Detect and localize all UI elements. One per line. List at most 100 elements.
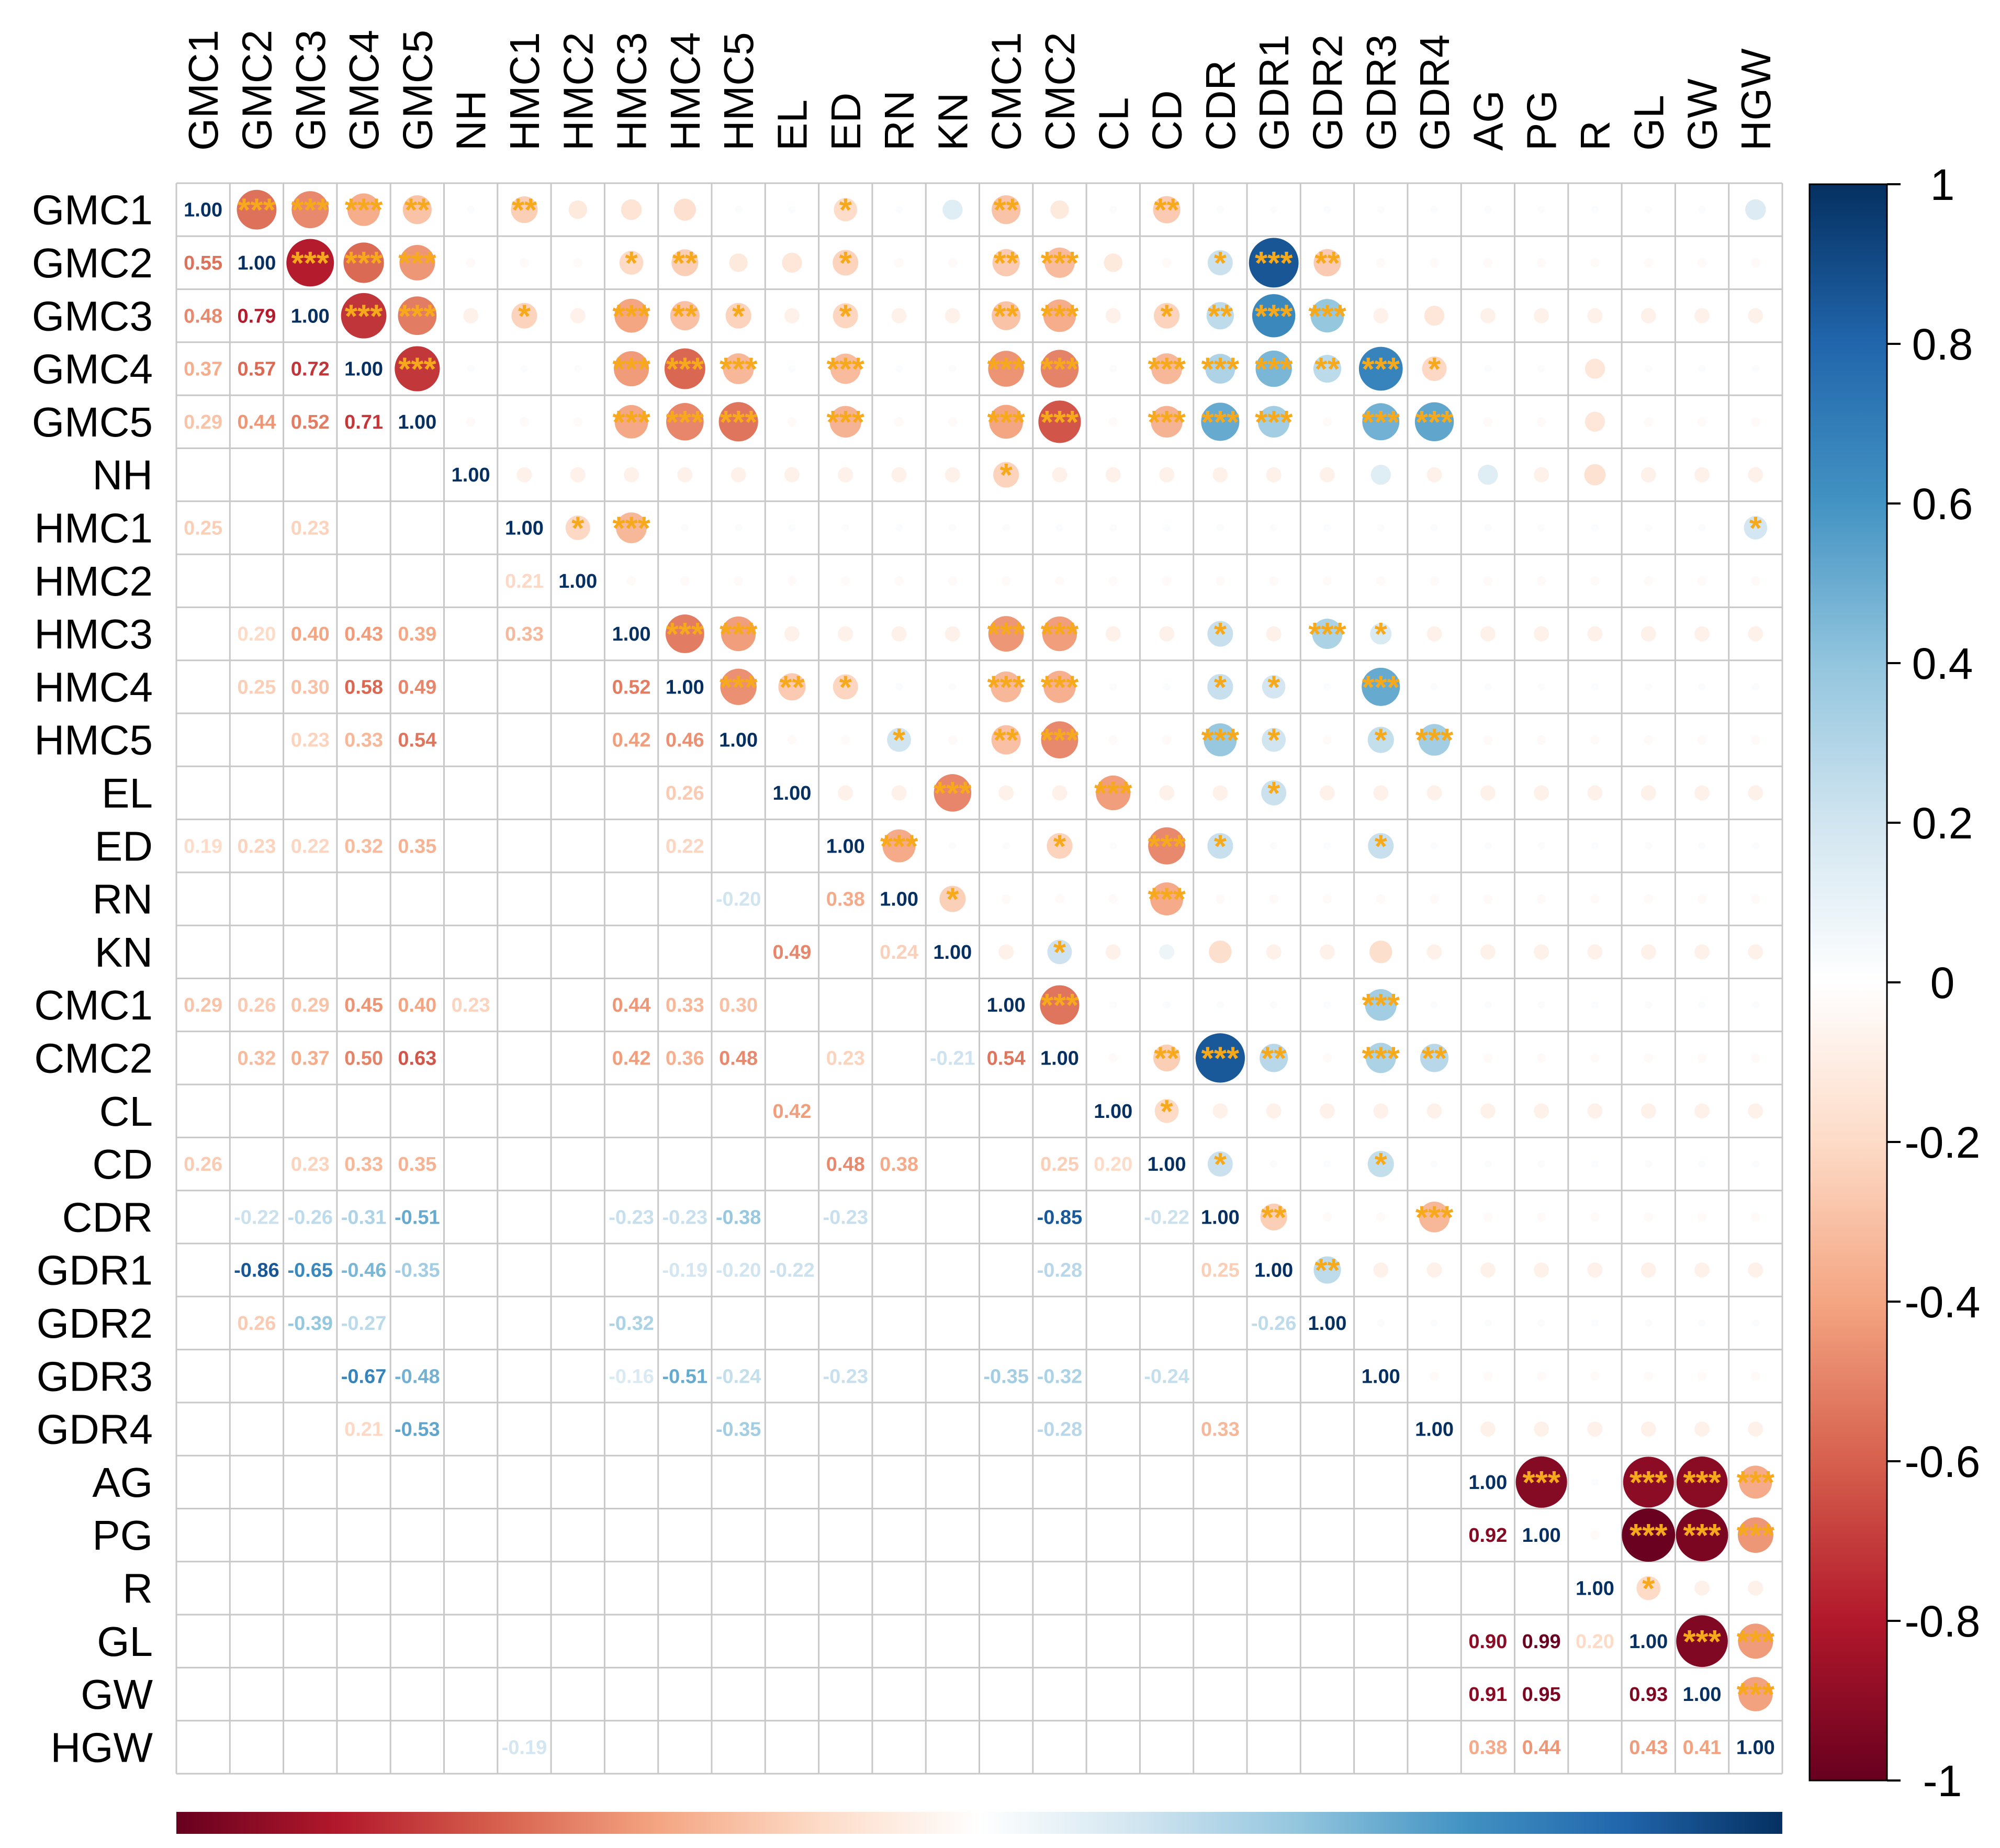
correlation-value: 0.45: [344, 994, 383, 1016]
significance-stars: ***: [398, 298, 436, 334]
row-label: HMC2: [34, 558, 153, 604]
correlation-value: 0.29: [291, 994, 330, 1016]
column-label: GMC2: [233, 30, 280, 151]
significance-stars: *: [1749, 510, 1762, 546]
correlation-circle: [1750, 894, 1760, 904]
correlation-circle: [1641, 467, 1656, 483]
correlation-circle: [1534, 1262, 1549, 1278]
correlation-circle: [1698, 842, 1706, 850]
correlation-circle: [1590, 1371, 1600, 1381]
correlation-value: 0.20: [1094, 1153, 1132, 1175]
significance-stars: ***: [1148, 882, 1186, 918]
correlation-circle: [1055, 576, 1064, 586]
correlation-circle: [1052, 785, 1068, 801]
correlation-circle: [1426, 944, 1442, 960]
significance-stars: *: [1214, 245, 1227, 282]
correlation-circle: [1587, 308, 1603, 323]
color-legend: 1 0.8 0.6 0.4 0.2 0 -0.2 -0.4 -0.6 -0.8 -1: [1808, 160, 1980, 1806]
correlation-circle: [1536, 258, 1546, 267]
correlation-value: -0.32: [1037, 1365, 1083, 1387]
correlation-circle: [568, 200, 587, 219]
correlation-circle: [992, 301, 1021, 330]
correlation-circle: [1109, 206, 1117, 214]
correlation-circle: [624, 467, 639, 483]
correlation-circle: [1587, 1421, 1603, 1437]
correlation-circle: [891, 785, 907, 801]
significance-stars: *: [625, 245, 638, 282]
correlation-circle: [1483, 258, 1493, 267]
correlation-circle: [1536, 894, 1546, 904]
correlation-circle: [1751, 683, 1760, 691]
correlation-circle: [1645, 365, 1653, 373]
diagonal-label: 1.00: [344, 359, 383, 380]
correlation-value: 0.25: [1040, 1153, 1079, 1175]
correlation-circle: [1484, 1160, 1492, 1168]
correlation-circle: [1484, 524, 1492, 532]
correlation-circle: [1737, 1517, 1773, 1553]
significance-stars: *: [893, 723, 906, 759]
correlation-circle: [1748, 467, 1763, 483]
correlation-circle: [1377, 524, 1385, 532]
correlation-circle: [1373, 1103, 1389, 1119]
correlation-circle: [1370, 623, 1392, 645]
correlation-circle: [1698, 365, 1706, 373]
correlation-value: 0.25: [237, 676, 276, 698]
significance-stars: ***: [1737, 1624, 1775, 1660]
correlation-circle: [1367, 1150, 1394, 1178]
diagonal-label: 1.00: [612, 623, 651, 645]
correlation-circle: [511, 303, 537, 329]
correlation-circle: [1641, 308, 1656, 323]
correlation-circle: [1697, 1371, 1707, 1381]
correlation-value: 0.33: [344, 730, 383, 752]
correlation-circle: [570, 308, 586, 323]
correlation-value: 0.90: [1468, 1631, 1507, 1653]
correlation-circle: [1534, 1421, 1549, 1437]
correlation-circle: [395, 346, 440, 391]
significance-stars: ***: [1737, 1465, 1775, 1501]
correlation-circle: [1430, 206, 1439, 214]
diagonal-label: 1.00: [1254, 1260, 1293, 1282]
diagonal-label: 1.00: [558, 570, 597, 592]
significance-stars: ***: [398, 352, 436, 388]
correlation-circle: [1591, 1160, 1599, 1168]
correlation-circle: [1645, 1001, 1653, 1009]
correlation-value: 0.25: [1201, 1260, 1240, 1282]
significance-stars: ***: [612, 510, 650, 546]
correlation-circle: [988, 351, 1024, 387]
significance-stars: ***: [1041, 669, 1079, 705]
column-label: RN: [876, 90, 923, 151]
correlation-value: -0.86: [234, 1260, 279, 1282]
correlation-circle: [1002, 524, 1010, 532]
correlation-circle: [840, 735, 850, 745]
colorbar-tick-label: 0: [1930, 958, 1955, 1007]
correlation-value: 0.23: [237, 835, 276, 857]
significance-stars: ***: [1094, 776, 1132, 812]
significance-stars: *: [1053, 935, 1066, 971]
correlation-circle: [1420, 1044, 1449, 1072]
significance-stars: ***: [666, 352, 704, 388]
diagonal-label: 1.00: [184, 199, 222, 221]
correlation-circle: [1426, 1103, 1442, 1119]
correlation-circle: [1694, 467, 1710, 483]
correlation-circle: [1207, 250, 1233, 275]
significance-stars: **: [994, 245, 1019, 282]
diagonal-label: 1.00: [1040, 1047, 1079, 1069]
correlation-circle: [1419, 1201, 1450, 1233]
correlation-circle: [992, 195, 1021, 225]
correlation-circle: [398, 296, 437, 335]
horizontal-colorbar: [176, 1812, 1782, 1834]
column-label: GMC4: [341, 30, 387, 151]
correlation-circle: [734, 576, 744, 586]
correlation-circle: [237, 189, 277, 230]
correlation-value: 0.21: [344, 1419, 383, 1441]
correlation-circle: [1262, 675, 1286, 699]
correlation-circle: [1483, 894, 1493, 904]
correlation-value: -0.22: [234, 1206, 279, 1228]
correlation-value: -0.23: [609, 1206, 654, 1228]
diagonal-label: 1.00: [1308, 1313, 1346, 1335]
correlation-value: 0.42: [772, 1101, 811, 1123]
correlation-circle: [1426, 626, 1442, 642]
correlation-value: 0.37: [184, 359, 222, 380]
row-label: GMC1: [32, 187, 153, 233]
column-label: GDR2: [1304, 35, 1351, 151]
